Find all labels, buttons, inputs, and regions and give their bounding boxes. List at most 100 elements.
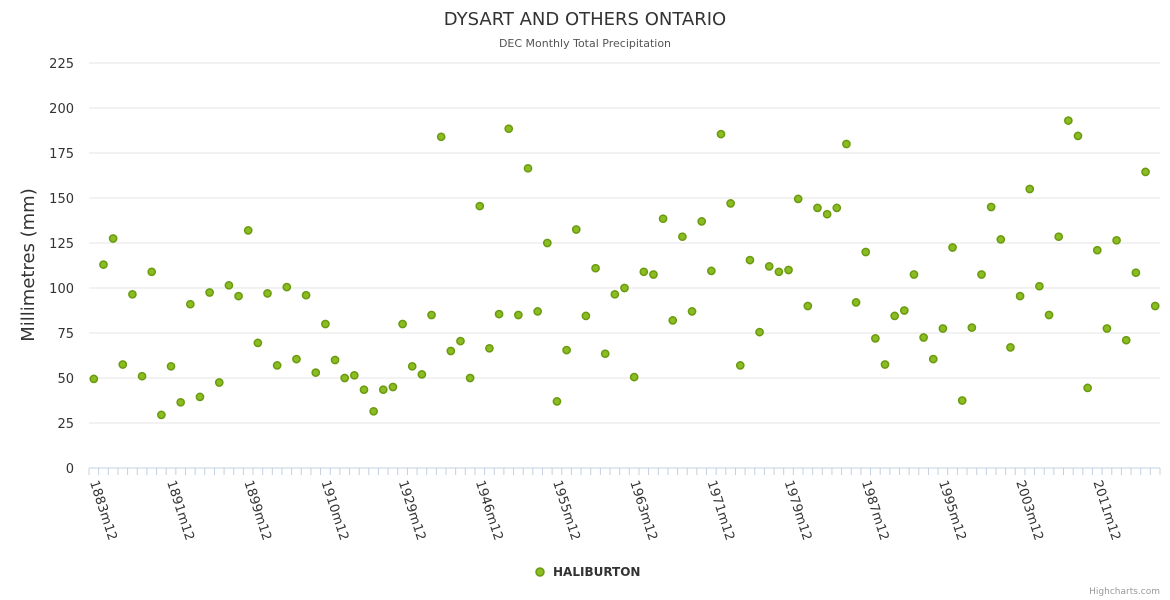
data-point[interactable] [1054,232,1064,242]
data-point[interactable] [89,374,99,384]
data-point[interactable] [813,203,822,213]
data-point[interactable] [388,382,398,392]
data-point[interactable] [832,203,842,213]
data-point[interactable] [571,225,581,234]
data-point[interactable] [706,266,716,276]
data-point[interactable] [890,311,900,321]
data-point[interactable] [214,378,224,387]
data-point[interactable] [755,327,764,337]
data-point[interactable] [842,139,851,149]
data-point[interactable] [1035,281,1044,291]
data-point[interactable] [369,406,378,416]
data-point[interactable] [485,343,494,353]
data-point[interactable] [600,349,610,359]
data-point[interactable] [948,243,957,252]
data-point[interactable] [1092,245,1102,255]
data-point[interactable] [272,361,282,370]
data-point[interactable] [793,194,803,204]
data-point[interactable] [417,370,427,379]
data-point[interactable] [1063,116,1073,125]
data-point[interactable] [745,255,755,265]
data-point[interactable] [253,338,263,348]
data-point[interactable] [803,301,813,311]
credits-link[interactable]: Highcharts.com [1089,587,1160,597]
data-point[interactable] [128,289,137,299]
data-point[interactable] [658,214,668,224]
data-point[interactable] [205,288,214,297]
data-point[interactable] [851,298,861,307]
data-point[interactable] [157,410,166,420]
data-point[interactable] [697,217,707,226]
data-point[interactable] [899,306,909,315]
data-point[interactable] [678,232,687,242]
data-point[interactable] [243,226,253,235]
data-point[interactable] [822,209,832,219]
data-point[interactable] [552,397,562,406]
data-point[interactable] [620,283,629,293]
data-point[interactable] [562,345,571,355]
data-point[interactable] [784,265,793,275]
data-point[interactable] [861,247,871,257]
data-point[interactable] [330,355,340,365]
data-point[interactable] [340,373,350,383]
data-point[interactable] [263,289,272,298]
data-point[interactable] [446,346,456,356]
data-point[interactable] [610,289,620,299]
data-point[interactable] [1112,235,1121,245]
legend[interactable]: HALIBURTON [535,565,640,579]
data-point[interactable] [301,290,311,300]
data-point[interactable] [321,319,330,329]
data-point[interactable] [649,270,658,279]
data-point[interactable] [1044,310,1054,320]
data-point[interactable] [639,267,649,277]
data-point[interactable] [687,307,697,316]
data-point[interactable] [1025,184,1035,194]
data-point[interactable] [224,280,234,290]
data-point[interactable] [378,385,388,395]
data-point[interactable] [234,291,243,301]
data-point[interactable] [1073,131,1083,141]
data-point[interactable] [427,310,436,320]
data-point[interactable] [967,323,977,332]
data-point[interactable] [581,311,591,321]
data-point[interactable] [1006,343,1015,352]
data-point[interactable] [436,132,446,142]
data-point[interactable] [166,361,176,371]
data-point[interactable] [938,324,948,333]
data-point[interactable] [176,397,186,407]
data-point[interactable] [108,234,118,243]
data-point[interactable] [311,368,321,377]
data-point[interactable] [359,385,369,395]
data-point[interactable] [456,336,465,346]
data-point[interactable] [542,238,552,248]
data-point[interactable] [282,282,292,292]
data-point[interactable] [880,360,890,369]
data-point[interactable] [1015,291,1025,301]
data-point[interactable] [118,360,128,369]
data-point[interactable] [147,267,157,277]
data-point[interactable] [185,299,195,309]
data-point[interactable] [1083,383,1092,393]
data-point[interactable] [137,371,147,381]
data-point[interactable] [1131,268,1141,278]
data-point[interactable] [514,310,523,320]
data-point[interactable] [591,263,600,273]
data-point[interactable] [977,270,986,279]
data-point[interactable] [407,361,417,371]
data-point[interactable] [716,129,726,139]
data-point[interactable] [195,392,205,402]
data-point[interactable] [1102,324,1112,333]
data-point[interactable] [774,267,784,277]
data-point[interactable] [909,270,919,279]
data-point[interactable] [1121,335,1131,345]
data-point[interactable] [475,201,485,211]
data-point[interactable] [533,307,543,316]
data-point[interactable] [1141,167,1150,177]
data-point[interactable] [996,235,1006,244]
data-point[interactable] [99,260,108,269]
data-point[interactable] [494,309,504,319]
data-point[interactable] [986,202,996,212]
data-point[interactable] [523,163,533,173]
data-point[interactable] [465,373,475,383]
data-point[interactable] [398,319,407,329]
